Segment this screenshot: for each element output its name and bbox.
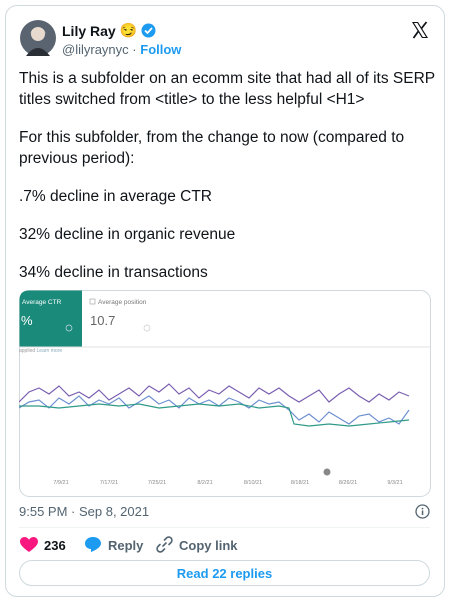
metric-value: 10.7 [90,313,115,328]
embedded-image[interactable]: Average CTR % Average position 10.7 appl… [19,290,431,497]
ctr-panel [19,290,82,347]
reply-button[interactable]: Reply [108,538,144,553]
x-label: 9/3/21 [387,480,402,486]
series-line [19,403,410,427]
x-axis: 7/9/21 7/17/21 7/25/21 8/2/21 8/10/21 8/… [53,480,402,486]
metric-label: Average position [98,299,147,306]
tweet-text: This is a subfolder on an ecomm site tha… [19,68,437,300]
author-handle[interactable]: @lilyraynyc [62,42,129,57]
read-replies-button[interactable]: Read 22 replies [19,560,430,586]
like-icon[interactable] [20,537,38,553]
annotation-marker[interactable] [323,468,331,476]
x-label: 8/18/21 [291,480,309,486]
x-label: 7/17/21 [100,480,118,486]
link-icon[interactable] [156,536,173,553]
series-line [19,383,410,403]
x-label: 8/10/21 [244,480,262,486]
paragraph: For this subfolder, from the change to n… [19,129,405,167]
paragraph: .7% decline in average CTR [19,188,212,205]
filter-applied: applied [19,348,35,354]
metric-label: Average CTR [22,299,62,306]
verified-badge [141,23,156,38]
avatar[interactable] [20,20,56,56]
follow-link[interactable]: Follow [140,42,182,57]
like-count: 236 [44,538,66,553]
divider [19,527,430,528]
paragraph: 32% decline in organic revenue [19,226,236,243]
x-logo[interactable] [411,21,429,39]
x-label: 7/25/21 [148,480,166,486]
metric-value: % [21,313,33,328]
x-label: 7/9/21 [53,480,68,486]
x-label: 8/2/21 [197,480,212,486]
separator: · [132,42,137,57]
author-row: Lily Ray 😏 [62,22,156,39]
paragraph: This is a subfolder on an ecomm site tha… [19,70,435,108]
reply-icon[interactable] [84,536,102,553]
author-name[interactable]: Lily Ray [62,22,116,39]
filter-note: applied Learn more [19,348,62,354]
paragraph: 34% decline in transactions [19,264,208,281]
handle-row: @lilyraynyc · Follow [62,42,181,57]
copy-link-button[interactable]: Copy link [179,538,238,553]
timestamp[interactable]: 9:55 PM · Sep 8, 2021 [19,504,150,519]
series-line [19,395,410,425]
info-icon[interactable] [415,504,430,519]
learn-more[interactable]: Learn more [37,348,63,354]
author-emoji: 😏 [119,22,138,38]
tweet-card [5,5,445,597]
x-label: 8/26/21 [339,480,357,486]
